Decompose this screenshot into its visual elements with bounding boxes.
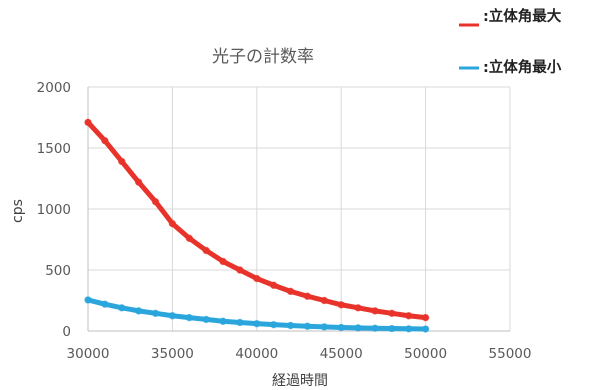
y-tick-label: 1500 <box>37 141 71 157</box>
x-tick-label: 30000 <box>67 346 110 362</box>
data-point <box>253 319 261 328</box>
x-tick-label: 45000 <box>320 346 363 362</box>
x-tick-label: 35000 <box>151 346 194 362</box>
legend-label-max: :立体角最大 <box>483 7 562 25</box>
data-point <box>320 323 329 331</box>
data-point <box>405 325 413 333</box>
data-point <box>388 309 396 318</box>
tick-labels: 30000 35000 40000 45000 50000 55000 0 500 1000 15… <box>37 80 532 362</box>
series-1 <box>84 296 430 333</box>
data-point <box>303 292 312 300</box>
data-point <box>371 307 379 315</box>
y-tick-label: 2000 <box>37 80 71 96</box>
data-point <box>337 323 345 332</box>
y-tick-label: 1000 <box>37 202 71 218</box>
data-point <box>101 300 109 308</box>
data-point <box>388 324 396 333</box>
series-0 <box>84 118 430 322</box>
data-point <box>286 321 295 330</box>
data-point <box>371 324 379 332</box>
data-point <box>202 315 210 324</box>
data-point <box>134 178 143 186</box>
data-point <box>101 136 109 145</box>
data-point <box>168 219 177 228</box>
data-point <box>269 281 278 289</box>
data-point <box>168 312 177 320</box>
data-point <box>202 246 210 255</box>
x-axis-label: 経過時間 <box>272 373 328 389</box>
data-point <box>337 301 345 309</box>
data-point <box>185 234 193 242</box>
data-point <box>118 157 126 166</box>
legend: :立体角最大 :立体角最小 <box>459 7 562 76</box>
data-point <box>219 257 227 266</box>
data-point <box>354 324 362 332</box>
data-point <box>84 118 92 127</box>
data-point <box>118 304 126 312</box>
data-point <box>219 317 227 325</box>
data-point <box>269 320 278 329</box>
data-point <box>303 322 312 330</box>
data-point <box>354 304 362 312</box>
x-tick-label: 50000 <box>404 346 447 362</box>
data-point <box>320 296 329 305</box>
data-point <box>185 313 193 322</box>
data-point <box>134 307 143 315</box>
data-point <box>421 325 430 333</box>
data-point <box>253 274 261 283</box>
legend-entry-min: :立体角最小 <box>459 58 562 76</box>
data-point <box>236 266 244 274</box>
legend-entry-max: :立体角最大 <box>459 7 562 27</box>
y-tick-label: 0 <box>62 324 71 340</box>
x-tick-label: 55000 <box>489 346 532 362</box>
data-point <box>84 296 92 304</box>
x-tick-label: 40000 <box>235 346 278 362</box>
data-point <box>421 313 430 322</box>
data-point <box>405 312 413 320</box>
y-axis-label: cps <box>10 199 26 223</box>
series-layer <box>84 118 430 333</box>
data-point <box>236 318 244 327</box>
legend-label-min: :立体角最小 <box>483 58 562 76</box>
data-point <box>151 197 160 206</box>
chart-title: 光子の計数率 <box>212 47 314 67</box>
y-tick-label: 500 <box>45 263 71 279</box>
data-point <box>151 309 160 318</box>
data-point <box>286 287 295 296</box>
axes <box>87 87 510 332</box>
